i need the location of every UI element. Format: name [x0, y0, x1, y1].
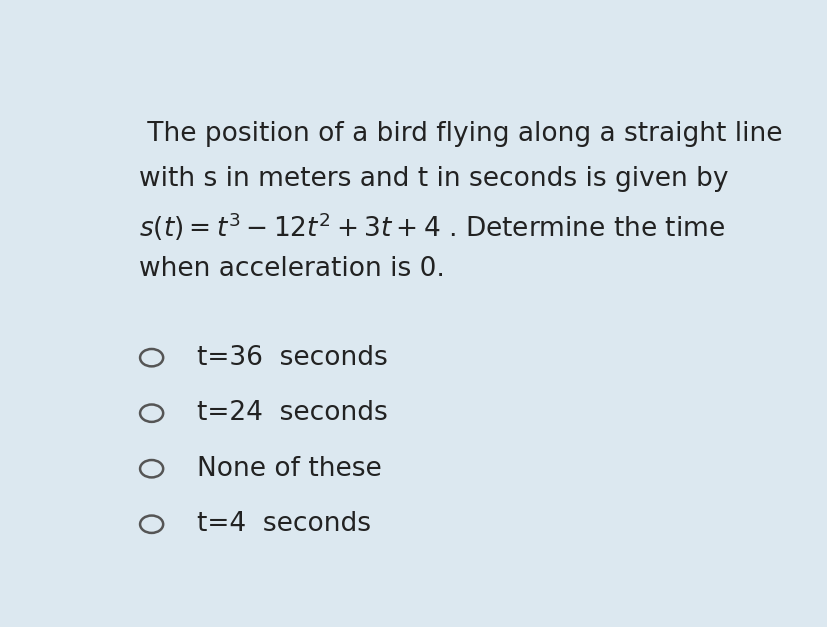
Text: t=36  seconds: t=36 seconds: [196, 345, 387, 371]
Text: t=24  seconds: t=24 seconds: [196, 400, 387, 426]
Text: The position of a bird flying along a straight line: The position of a bird flying along a st…: [139, 121, 782, 147]
Text: $s(t) = t^3 - 12t^2 + 3t + 4$ . Determine the time: $s(t) = t^3 - 12t^2 + 3t + 4$ . Determin…: [139, 211, 724, 243]
Text: t=4  seconds: t=4 seconds: [196, 511, 370, 537]
Text: when acceleration is 0.: when acceleration is 0.: [139, 256, 444, 282]
Text: with s in meters and t in seconds is given by: with s in meters and t in seconds is giv…: [139, 166, 728, 192]
Text: None of these: None of these: [196, 456, 381, 482]
